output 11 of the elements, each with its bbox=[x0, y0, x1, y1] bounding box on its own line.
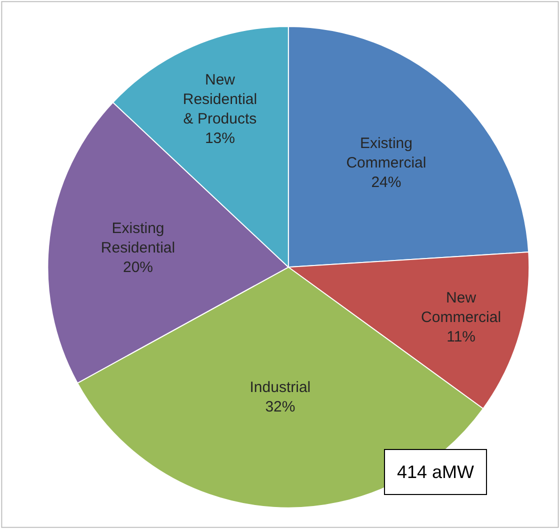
data-label: 20% bbox=[122, 259, 154, 276]
data-label: 24% bbox=[371, 174, 402, 191]
slice-label: New Residential & Products bbox=[182, 71, 258, 128]
slice-label: Industrial bbox=[250, 379, 311, 396]
slice-label: New Commercial bbox=[421, 289, 502, 326]
data-label: 13% bbox=[204, 130, 235, 147]
slice-label: Existing Commercial bbox=[346, 134, 426, 172]
data-label: 11% bbox=[446, 328, 476, 346]
slice-label: Existing Residential bbox=[100, 220, 176, 257]
data-label: 32% bbox=[265, 398, 296, 416]
text: 414 aMW bbox=[397, 462, 474, 482]
